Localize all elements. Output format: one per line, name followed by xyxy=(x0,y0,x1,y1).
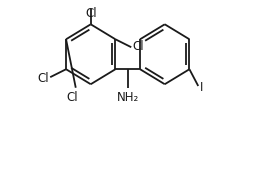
Text: Cl: Cl xyxy=(66,91,78,104)
Text: Cl: Cl xyxy=(37,72,49,84)
Text: Cl: Cl xyxy=(85,7,97,20)
Text: I: I xyxy=(200,81,203,94)
Text: Cl: Cl xyxy=(133,40,144,53)
Text: NH₂: NH₂ xyxy=(117,91,139,104)
